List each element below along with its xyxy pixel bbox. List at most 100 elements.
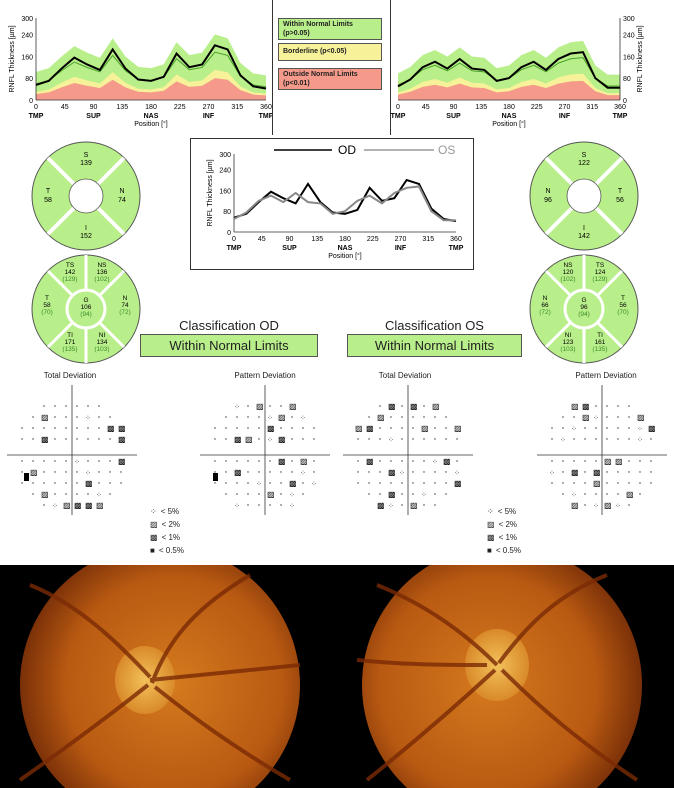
vf-dot — [606, 427, 608, 429]
vf-p1-mark: ▩ — [74, 501, 82, 510]
os-quad-i: I — [583, 225, 585, 232]
x-tick-label: 135 — [475, 104, 487, 111]
vf-p2-mark: ▨ — [432, 402, 440, 411]
os-quadrant-circle: S 122 N 96 T 56 I 142 — [529, 141, 639, 251]
x-tick-label: 180 — [503, 104, 515, 111]
x-tick-label: 0 — [396, 104, 400, 111]
vf-dot — [280, 504, 282, 506]
frame-right-line — [390, 0, 391, 135]
vf-dot — [573, 416, 575, 418]
vf-dot — [54, 438, 56, 440]
classification-os-result: Within Normal Limits — [347, 334, 522, 357]
od-sec-ts: TS — [66, 262, 75, 269]
vf-p1-mark: ▩ — [118, 424, 126, 433]
region-label: TMP — [29, 113, 44, 120]
os-sec-ts-val: 124 — [595, 269, 606, 276]
vf-dot — [628, 438, 630, 440]
vf-dot — [445, 482, 447, 484]
vf-p2-mark: ▨ — [63, 501, 71, 510]
vf-p1-mark: ▩ — [388, 490, 396, 499]
x-tick-label: 270 — [203, 104, 215, 111]
vf-dot — [606, 438, 608, 440]
vf-dot — [258, 416, 260, 418]
vf-dot — [313, 471, 315, 473]
vf-p5-mark: ⁘ — [432, 459, 438, 466]
vf-dot — [390, 416, 392, 418]
vf-dot — [269, 471, 271, 473]
y-tick-label: 300 — [21, 16, 33, 23]
x-tick-label: 270 — [395, 236, 407, 243]
od-sector-circle: TS 142 (129) NS 136 (102) T 58 (70) G 10… — [31, 254, 141, 364]
vf-dot — [32, 416, 34, 418]
vf-dot — [65, 416, 67, 418]
x-tick-label: 0 — [232, 236, 236, 243]
vf-dot — [412, 493, 414, 495]
vf-dot — [76, 438, 78, 440]
vf-dot — [32, 438, 34, 440]
vf-p1-mark: ▩ — [366, 457, 374, 466]
vf-dot — [258, 460, 260, 462]
x-tick-label: 225 — [367, 236, 379, 243]
vf-dot — [109, 460, 111, 462]
region-label: TMP — [391, 113, 406, 120]
od-sec-ni-ref: (103) — [94, 346, 109, 353]
vf-dot — [562, 493, 564, 495]
vf-dot — [401, 504, 403, 506]
x-tick-label: 135 — [311, 236, 323, 243]
vf-dot — [302, 438, 304, 440]
x-tick-label: 360 — [614, 104, 626, 111]
vf-p2-mark: ▨ — [410, 501, 418, 510]
vf-dot — [595, 493, 597, 495]
vf-dot — [54, 416, 56, 418]
vf-p5-mark: ⁘ — [267, 415, 273, 422]
vf-p1-mark: ▩ — [443, 457, 451, 466]
vf-dot — [43, 482, 45, 484]
od-sec-t-ref: (70) — [41, 309, 53, 316]
series-line-OS — [233, 185, 456, 222]
vf-dot — [401, 482, 403, 484]
vf-dot — [32, 460, 34, 462]
vf-dot — [379, 438, 381, 440]
vf-dot — [269, 482, 271, 484]
od-sec-ns-ref: (102) — [94, 276, 109, 283]
region-label: TMP — [613, 113, 628, 120]
y-tick-label: 300 — [623, 16, 635, 23]
region-label: INF — [395, 245, 407, 252]
vf-dot — [639, 460, 641, 462]
vf-dot — [32, 482, 34, 484]
vf-dot — [423, 416, 425, 418]
vf-p2-mark: ▨ — [278, 413, 286, 422]
combined-rnfl-chart: 0 80 160 240 300 0 45 90 135 180 225 270 315 360 TMP SU… — [207, 143, 464, 260]
vf-dot — [258, 427, 260, 429]
od-sec-g: G — [83, 297, 88, 304]
vf-dot — [76, 405, 78, 407]
vf-dot — [109, 471, 111, 473]
od-sec-ti-ref: (135) — [62, 346, 77, 353]
vf-p5-mark: ⁘ — [454, 470, 460, 477]
vf-p2-mark: ▨ — [256, 402, 264, 411]
vf-dot — [302, 493, 304, 495]
vf-dot — [313, 427, 315, 429]
vf-dot — [456, 460, 458, 462]
vf-p1-mark: ▩ — [278, 457, 286, 466]
vf-dot — [109, 438, 111, 440]
y-tick-label: 0 — [29, 98, 33, 105]
vf-dot — [551, 438, 553, 440]
vf-p5-mark: ⁘ — [289, 492, 295, 499]
vf-dot — [98, 471, 100, 473]
vf-dot — [225, 493, 227, 495]
os-sec-g-ref: (94) — [578, 311, 590, 318]
vf-p5-mark: ⁘ — [593, 503, 599, 510]
vf-p2-mark: ▨ — [421, 424, 429, 433]
vf-dot — [76, 416, 78, 418]
vf-p5-mark: ⁘ — [300, 470, 306, 477]
x-tick-label: 180 — [339, 236, 351, 243]
vf-p5-mark: ⁘ — [388, 437, 394, 444]
vf-dot — [401, 416, 403, 418]
vf-p1-mark: ▩ — [85, 479, 93, 488]
os-title: OS — [438, 143, 455, 157]
x-tick-label: 225 — [531, 104, 543, 111]
vf-dot — [628, 504, 630, 506]
classification-od-title: Classification OD — [179, 318, 279, 333]
vf-dot — [412, 427, 414, 429]
